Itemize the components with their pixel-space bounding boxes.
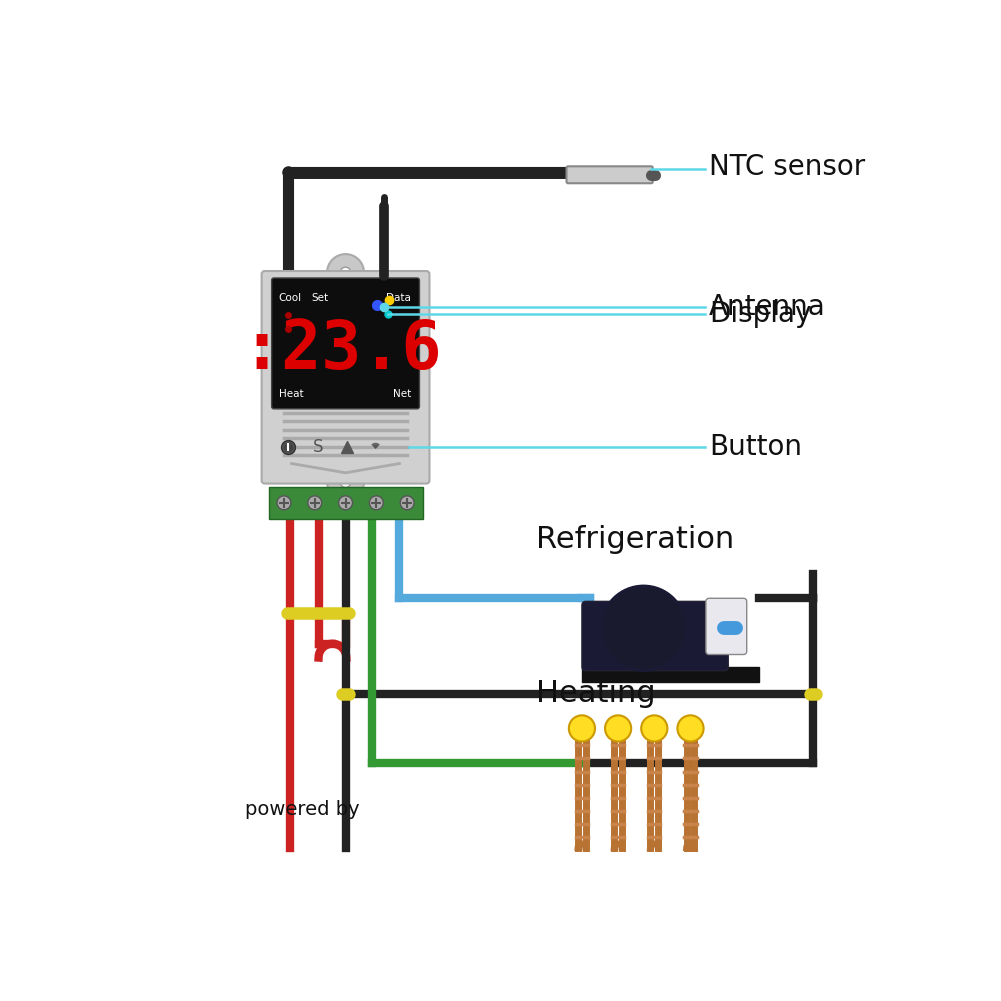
Bar [268, 486, 422, 519]
Circle shape [338, 495, 352, 510]
Circle shape [605, 716, 632, 742]
Text: S: S [313, 437, 324, 455]
Circle shape [327, 463, 364, 500]
Text: Refrigeration: Refrigeration [536, 526, 734, 555]
Text: NTC sensor: NTC sensor [709, 153, 865, 181]
Circle shape [340, 267, 351, 278]
Circle shape [308, 495, 321, 510]
FancyBboxPatch shape [582, 602, 728, 671]
FancyBboxPatch shape [706, 599, 747, 655]
Text: Button: Button [709, 432, 802, 460]
Circle shape [569, 716, 595, 742]
Circle shape [678, 716, 704, 742]
Circle shape [369, 495, 383, 510]
Circle shape [340, 476, 351, 487]
Circle shape [327, 254, 364, 291]
Circle shape [602, 586, 686, 671]
Wedge shape [371, 442, 380, 448]
Circle shape [642, 716, 668, 742]
Text: Net: Net [392, 388, 411, 398]
FancyBboxPatch shape [567, 166, 653, 183]
Text: powered by: powered by [244, 800, 359, 819]
FancyBboxPatch shape [271, 278, 419, 408]
Text: :23.6: :23.6 [241, 316, 442, 382]
Bar [582, 667, 759, 683]
FancyBboxPatch shape [261, 271, 429, 483]
Wedge shape [373, 445, 378, 448]
Text: Cool: Cool [278, 292, 301, 302]
Text: Set: Set [311, 292, 328, 302]
Text: Heat: Heat [278, 388, 303, 398]
Text: Display: Display [709, 300, 812, 328]
Text: Antenna: Antenna [709, 293, 826, 321]
Circle shape [400, 495, 414, 510]
Text: Heating: Heating [536, 680, 656, 709]
Text: Data: Data [386, 292, 411, 302]
Circle shape [277, 495, 291, 510]
